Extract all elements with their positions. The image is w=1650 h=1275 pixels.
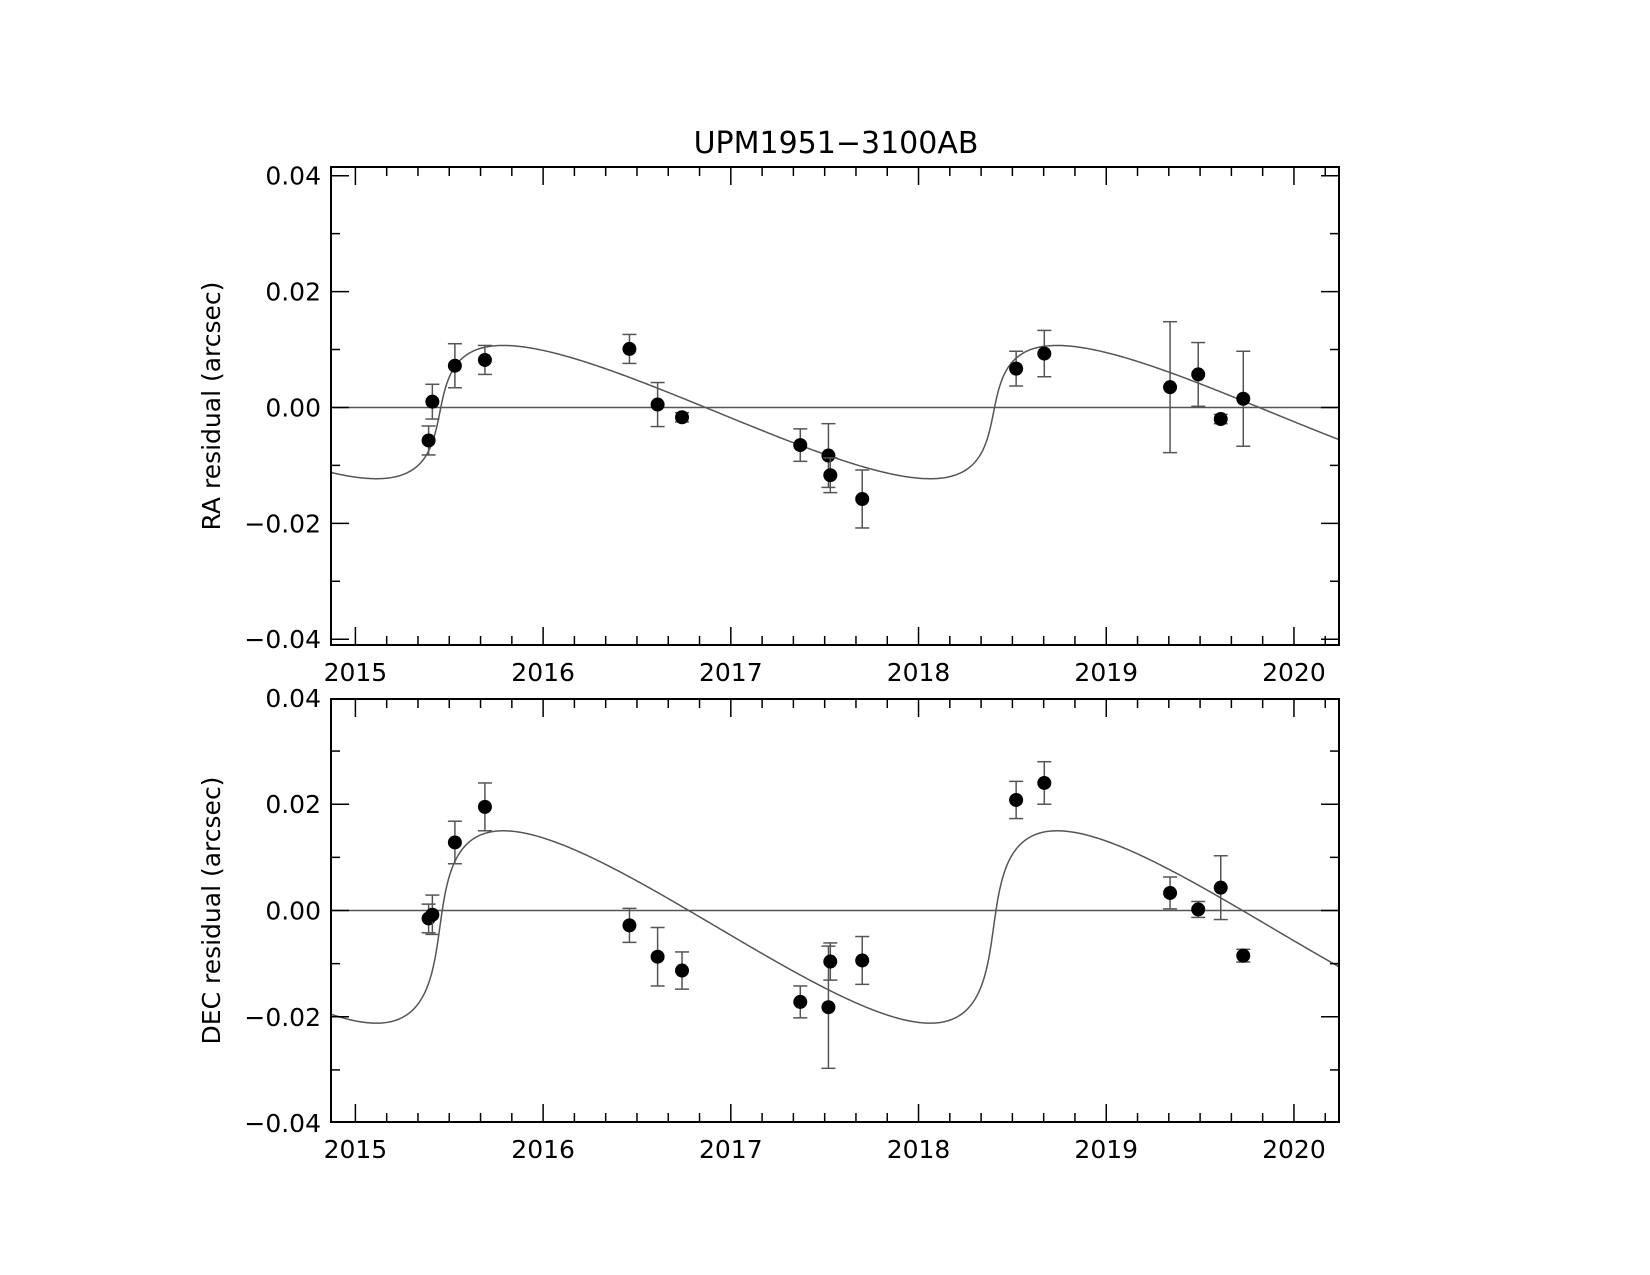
ra-y-tick-label: −0.02 <box>244 509 321 538</box>
dec-data-point <box>1163 885 1178 900</box>
dec-model-curve <box>330 830 1340 1024</box>
dec-x-tick-label: 2015 <box>324 1135 388 1164</box>
dec-data-point <box>793 994 808 1009</box>
ra-y-tick-label: −0.04 <box>244 625 321 654</box>
ra-data-point <box>1037 346 1052 361</box>
ra-data-point <box>1191 367 1206 382</box>
dec-data-point <box>447 835 462 850</box>
ra-y-tick-label: 0.02 <box>265 278 321 307</box>
dec-y-tick-label: 0.02 <box>265 790 321 819</box>
ra-data-point <box>793 438 808 453</box>
ra-data-point <box>1236 391 1251 406</box>
chart-title: UPM1951−3100AB <box>694 126 979 161</box>
dec-data-point <box>1191 902 1206 917</box>
ra-data-point <box>447 358 462 373</box>
dec-x-tick-label: 2019 <box>1074 1135 1138 1164</box>
ra-x-tick-label: 2020 <box>1262 658 1326 687</box>
dec-y-tick-label: −0.04 <box>244 1109 321 1138</box>
dec-y-axis-label: DEC residual (arcsec) <box>197 777 226 1045</box>
dec-data-point <box>650 949 665 964</box>
ra-y-tick-label: 0.04 <box>265 162 321 191</box>
dec-data-point <box>1213 880 1228 895</box>
ra-plot-frame <box>330 166 1340 646</box>
dec-x-tick-label: 2017 <box>699 1135 763 1164</box>
ra-data-point <box>821 448 836 463</box>
ra-data-point <box>1213 412 1228 427</box>
dec-x-tick-label: 2016 <box>511 1135 575 1164</box>
dec-data-point <box>1009 792 1024 807</box>
ra-x-tick-label: 2019 <box>1074 658 1138 687</box>
dec-y-tick-label: −0.02 <box>244 1003 321 1032</box>
dec-x-tick-label: 2020 <box>1262 1135 1326 1164</box>
ra-x-tick-label: 2018 <box>887 658 951 687</box>
ra-data-point <box>1163 380 1178 395</box>
dec-data-point <box>477 799 492 814</box>
ra-data-point <box>622 341 637 356</box>
ra-data-point <box>425 394 440 409</box>
ra-data-point <box>421 433 436 448</box>
dec-residual-panel: 2015 2016 2017 2018 2019 2020 −0.04 −0.02 0.00 0.… <box>197 684 1340 1164</box>
dec-data-point <box>823 954 838 969</box>
dec-data-point <box>821 1000 836 1015</box>
ra-data-point <box>1009 361 1024 376</box>
ra-data-point <box>675 410 690 425</box>
ra-y-axis-label: RA residual (arcsec) <box>197 282 226 531</box>
ra-data-point <box>823 468 838 483</box>
dec-y-tick-label: 0.04 <box>265 684 321 713</box>
dec-y-tick-label: 0.00 <box>265 897 321 926</box>
dec-data-point <box>622 918 637 933</box>
ra-x-tick-label: 2017 <box>699 658 763 687</box>
ra-data-point <box>855 491 870 506</box>
dec-data-point <box>1037 775 1052 790</box>
dec-x-tick-label: 2018 <box>887 1135 951 1164</box>
ra-y-tick-label: 0.00 <box>265 393 321 422</box>
ra-data-point <box>477 352 492 367</box>
ra-x-tick-label: 2015 <box>324 658 388 687</box>
ra-x-tick-label: 2016 <box>511 658 575 687</box>
dec-data-point <box>1236 948 1251 963</box>
ra-residual-panel: 2015 2016 2017 2018 2019 2020 −0.04 −0.02 0.00 0.… <box>197 162 1340 687</box>
ra-data-point <box>650 397 665 412</box>
dec-data-point <box>425 907 440 922</box>
dec-data-point <box>675 963 690 978</box>
dec-data-point <box>855 953 870 968</box>
